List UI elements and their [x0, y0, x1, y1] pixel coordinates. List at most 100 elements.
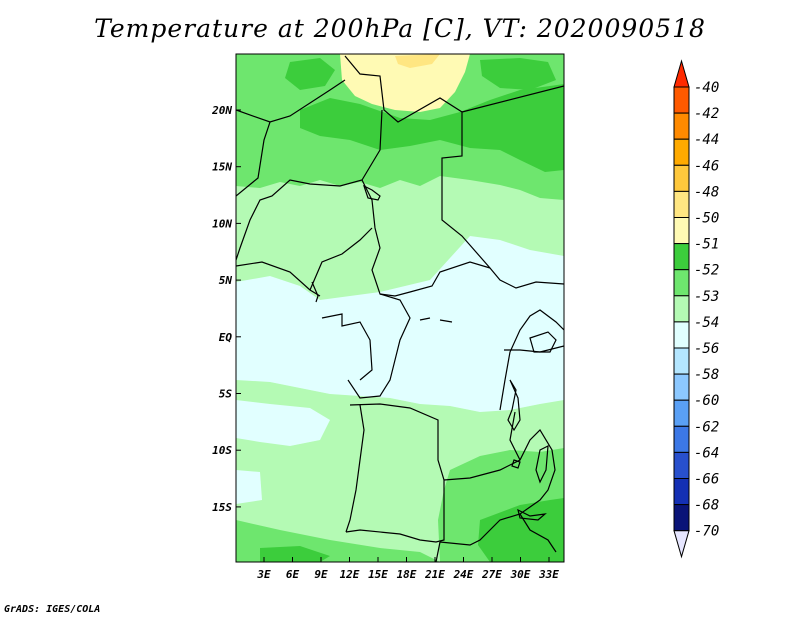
border-line [345, 404, 365, 533]
lake-outline [517, 508, 547, 521]
field-region-54-southwest [236, 400, 330, 446]
border-line [236, 109, 383, 261]
field-region-54-west-bottom [236, 470, 262, 504]
colorbar-top-arrow [673, 59, 690, 88]
longitude-axis: 3E 6E 9E 12E 15E 18E 21E 24E 27E 30E 33E [256, 557, 559, 581]
plot-frame [235, 53, 565, 563]
border-line [361, 179, 491, 297]
lon-tick-label: 12E [340, 568, 360, 581]
border-line [461, 85, 564, 113]
field-region-52-southwest [260, 546, 330, 562]
colorbar-swatch [673, 373, 690, 401]
country-borders [236, 55, 564, 562]
colorbar-swatch [673, 269, 690, 297]
lat-tick-label: 15N [212, 161, 232, 174]
lat-tick-label: 5S [219, 388, 233, 401]
lon-tick-label: 21E [424, 568, 445, 581]
colorbar-label: -51 [694, 237, 719, 253]
colorbar: -40 -42 -44 -46 -48 -50 -51 -52 -53 -54 -56 -58 -60 -… [673, 59, 719, 559]
lat-tick-label: 20N [211, 104, 232, 117]
lon-tick-label: 3E [256, 568, 271, 581]
border-line [236, 121, 271, 197]
lake-outline [535, 444, 549, 484]
lat-tick-label: 5N [219, 274, 233, 287]
lon-tick-label: 30E [510, 568, 531, 581]
colorbar-label: -48 [694, 184, 719, 200]
lake-outline [529, 331, 557, 353]
colorbar-label: -68 [694, 498, 719, 514]
border-line [345, 403, 445, 543]
colorbar-label: -44 [694, 132, 719, 148]
colorbar-label: -40 [694, 80, 719, 96]
border-line [344, 55, 564, 289]
lake-outline [507, 379, 521, 432]
colorbar-label: -58 [694, 367, 719, 383]
lat-tick-label: 10S [212, 444, 232, 457]
border-line [309, 227, 373, 291]
lon-tick-label: 18E [397, 568, 417, 581]
colorbar-swatch [673, 243, 690, 271]
border-line [311, 281, 319, 303]
colorbar-swatch [673, 451, 690, 479]
colorbar-label: -52 [694, 263, 719, 279]
colorbar-swatch [673, 295, 690, 323]
field-region-53-west [236, 60, 270, 150]
border-line [499, 309, 564, 411]
field-region-52-ne [480, 58, 556, 90]
colorbar-swatch [673, 504, 690, 532]
colorbar-swatch [673, 164, 690, 192]
colorbar-label: -53 [694, 289, 719, 305]
colorbar-label: -60 [694, 393, 719, 409]
colorbar-label: -66 [694, 472, 719, 488]
colorbar-bottom-arrow [673, 530, 690, 559]
field-region-50-north [395, 54, 440, 68]
border-line [321, 313, 373, 381]
colorbar-swatch [673, 86, 690, 114]
border-line [519, 513, 557, 553]
field-region-52-north [300, 84, 564, 172]
credit-label: GrADS: IGES/COLA [4, 604, 101, 615]
field-region-54-central [236, 236, 564, 412]
lon-tick-label: 33E [538, 568, 559, 581]
colorbar-label: -70 [694, 524, 719, 540]
border-line [236, 79, 346, 123]
river-outline [362, 184, 381, 201]
colorbar-swatch [673, 321, 690, 349]
border-line [435, 541, 441, 562]
colorbar-swatch [673, 347, 690, 375]
latitude-axis: 20N 15N 10N 5N EQ 5S 10S 15S [211, 104, 241, 514]
colorbar-swatch [673, 425, 690, 453]
colorbar-label: -56 [694, 341, 719, 357]
lon-tick-label: 15E [368, 568, 388, 581]
lon-tick-label: 27E [481, 568, 502, 581]
colorbar-swatch [673, 112, 690, 140]
colorbar-swatch [673, 478, 690, 506]
colorbar-label: -50 [694, 211, 719, 227]
colorbar-swatch [673, 138, 690, 166]
lat-tick-label: 10N [212, 217, 232, 230]
border-line [236, 261, 321, 297]
colorbar-label: -64 [694, 445, 719, 461]
lat-tick-label: 15S [212, 501, 232, 514]
field-region-51-north [340, 54, 470, 112]
map-title: Temperature at 200hPa [C], VT: 202009051… [94, 14, 706, 43]
lon-tick-label: 24E [453, 568, 474, 581]
colorbar-label: -62 [694, 419, 719, 435]
colorbar-swatch [673, 399, 690, 427]
temperature-field [236, 54, 564, 562]
colorbar-label: -54 [694, 315, 719, 331]
border-line [509, 411, 521, 461]
colorbar-swatch [673, 190, 690, 218]
border-line [419, 317, 453, 323]
border-line [439, 429, 556, 546]
lat-tick-label: EQ [219, 331, 233, 344]
lon-tick-label: 6E [286, 568, 300, 581]
colorbar-swatch [673, 217, 690, 245]
lon-tick-label: 9E [314, 568, 328, 581]
field-region-52-nw [285, 58, 335, 90]
colorbar-label: -46 [694, 158, 719, 174]
colorbar-label: -42 [694, 106, 719, 122]
lake-outline [511, 459, 521, 469]
border-line [347, 293, 411, 399]
